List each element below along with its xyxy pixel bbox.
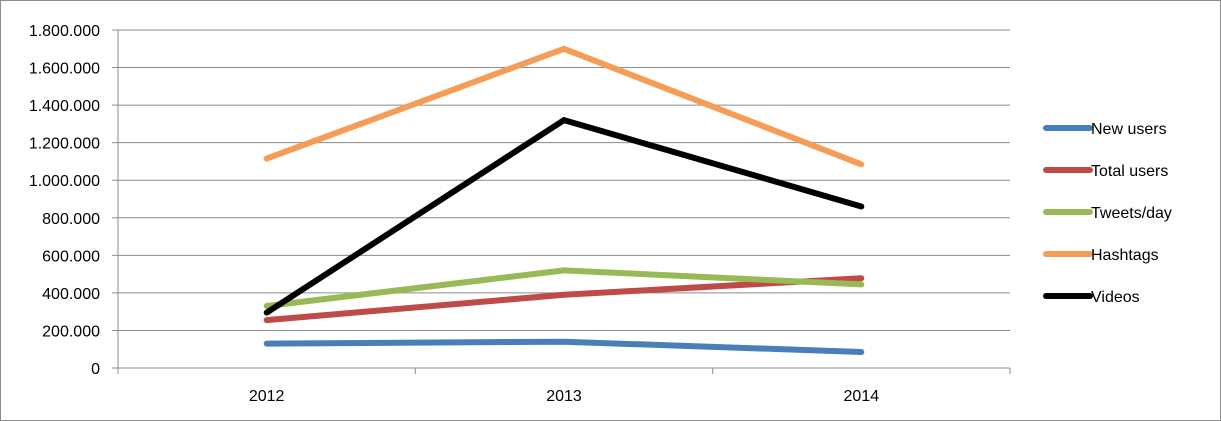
y-tick-label: 1.800.000 <box>29 23 100 40</box>
legend-label-videos: Videos <box>1091 289 1140 306</box>
y-tick-label: 1.200.000 <box>29 136 100 153</box>
y-tick-label: 1.600.000 <box>29 61 100 78</box>
y-tick-label: 1.400.000 <box>29 98 100 115</box>
y-tick-label: 1.000.000 <box>29 173 100 190</box>
legend-label-new-users: New users <box>1091 121 1167 138</box>
legend-label-hashtags: Hashtags <box>1091 247 1159 264</box>
legend-label-tweets-day: Tweets/day <box>1091 205 1172 222</box>
y-tick-label: 0 <box>91 361 100 378</box>
series-line-hashtags <box>263 45 865 168</box>
y-tick-label: 200.000 <box>42 323 100 340</box>
series-line-new-users <box>263 338 865 355</box>
series-line-total-users <box>263 275 865 324</box>
y-tick-label: 600.000 <box>42 248 100 265</box>
x-axis-tick-labels: 2012 2013 2014 <box>249 388 879 405</box>
y-tick-label: 400.000 <box>42 286 100 303</box>
gridlines <box>118 29 1010 331</box>
y-tick-label: 800.000 <box>42 211 100 228</box>
legend-label-total-users: Total users <box>1091 163 1168 180</box>
series-line-tweets-day <box>263 267 865 309</box>
series-line-videos <box>263 116 865 316</box>
axes <box>112 29 1011 374</box>
series-lines <box>263 45 865 355</box>
y-axis-tick-labels: 0 200.000 400.000 600.000 800.000 1.000.000 1.… <box>29 23 100 378</box>
legend: New users Total users Tweets/day Hashtags Vi… <box>1043 121 1172 306</box>
x-tick-label: 2014 <box>844 388 880 405</box>
x-tick-label: 2012 <box>249 388 285 405</box>
x-tick-label: 2013 <box>546 388 582 405</box>
